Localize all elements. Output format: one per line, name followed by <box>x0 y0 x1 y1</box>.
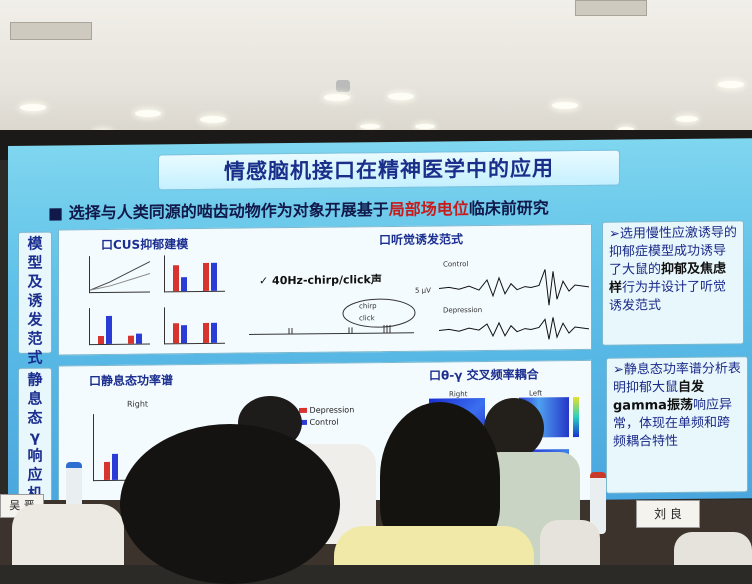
colorbar <box>573 397 579 438</box>
chair-back <box>540 520 600 565</box>
legend-depression: Depression <box>299 405 354 415</box>
subtitle-highlight: 局部场电位 <box>388 199 469 220</box>
stimulus-timeline <box>249 298 416 335</box>
power-note: ➢静息态功率谱分析表明抑郁大鼠自发gamma振荡响应异常，体现在单频和跨频耦合特… <box>607 357 747 454</box>
bar-control <box>112 453 118 480</box>
audience-head <box>120 424 340 584</box>
slide-subtitle: ■ 选择与人类同源的啮齿动物作为对象开展基于局部场电位临床前研究 <box>48 194 549 223</box>
section1-label-box: 模型及诱发范式 <box>18 231 52 367</box>
legend-depression-label: Depression <box>309 405 355 415</box>
subtitle-suffix: 临床前研究 <box>468 198 549 219</box>
mini-plot-d <box>164 306 225 345</box>
ceiling-light <box>20 104 46 111</box>
ceiling-light <box>618 127 634 132</box>
water-bottle <box>66 462 82 508</box>
smoke-detector <box>336 80 350 92</box>
legend-depression-swatch <box>299 407 307 413</box>
bar-depression <box>211 262 217 291</box>
bar-control <box>128 335 134 344</box>
audience-shirt <box>334 526 534 565</box>
section2-label-box: 静息态γ响应机制 <box>18 367 52 507</box>
bar-control <box>98 335 104 345</box>
chair-back <box>674 532 752 565</box>
chair-back <box>12 504 124 565</box>
bar-depression <box>136 333 142 344</box>
ceiling-light <box>200 116 226 123</box>
cfc-title: 口θ-γ 交叉频率耦合 <box>429 367 539 383</box>
chirp-label: chirp <box>359 302 377 311</box>
cus-model-title: 口CUS抑郁建模 <box>101 237 189 253</box>
section1-label: 模型及诱发范式 <box>27 234 43 367</box>
legend-control: Control <box>299 418 338 427</box>
chart-right-label: Right <box>127 399 149 409</box>
wave-scale-label: 5 μV <box>415 286 431 295</box>
ceiling-light <box>324 94 350 101</box>
bar-control <box>173 265 179 292</box>
eeg-waveforms <box>439 269 589 340</box>
power-note-box: ➢静息态功率谱分析表明抑郁大鼠自发gamma振荡响应异常，体现在单频和跨频耦合特… <box>606 356 748 494</box>
mini-plot-c <box>89 307 150 346</box>
bar-depression <box>181 325 187 344</box>
slide-title: 情感脑机接口在精神医学中的应用 <box>224 156 554 184</box>
ceiling-light <box>388 93 414 100</box>
bar-control <box>203 262 209 291</box>
name-card-right-text: 刘 良 <box>654 507 682 521</box>
growth-lines <box>89 261 151 291</box>
ceiling-light <box>360 124 380 129</box>
bar-control <box>173 323 179 344</box>
ceiling-light <box>415 124 435 129</box>
section2-label: 静息态γ响应机制 <box>27 370 43 506</box>
model-panel: 口CUS抑郁建模 口听觉诱发范式 ✓ 40Hz-chirp/click声 <box>58 223 592 356</box>
ceiling-light <box>676 116 698 122</box>
subtitle-prefix: ■ 选择与人类同源的啮齿动物作为对象开展基于 <box>48 200 389 223</box>
click-label: click <box>359 314 375 323</box>
auditory-paradigm-title: 口听觉诱发范式 <box>379 232 464 248</box>
stimulus-label: ✓ 40Hz-chirp/click声 <box>259 273 382 288</box>
ceiling-light <box>135 110 161 117</box>
ceiling <box>0 0 752 140</box>
slide-title-bar: 情感脑机接口在精神医学中的应用 <box>158 149 620 191</box>
ceiling-light <box>718 81 744 88</box>
bar-depression <box>211 322 217 343</box>
bar-depression <box>106 315 112 344</box>
heatmap-right-label: Right <box>449 390 468 399</box>
model-note-box: ➢选用慢性应激诱导的抑郁症模型成功诱导了大鼠的抑郁及焦虑样行为并设计了听觉诱发范… <box>602 220 744 346</box>
ceiling-vent <box>575 0 647 16</box>
power-spectrum-title: 口静息态功率谱 <box>89 373 174 389</box>
heatmap-left-label: Left <box>529 389 543 398</box>
water-bottle <box>590 472 606 534</box>
mini-plot-b <box>164 254 225 293</box>
ceiling-vent <box>10 22 92 40</box>
power-note-a: ➢静息态功率谱分析表明抑郁大鼠 <box>613 361 741 396</box>
bar-depression <box>104 461 110 480</box>
bar-control <box>203 322 209 343</box>
ceiling-light <box>552 102 578 109</box>
legend-control-label: Control <box>309 417 339 427</box>
model-note-b: 行为并设计了听觉诱发范式 <box>609 279 727 314</box>
mini-plot-a <box>89 255 151 294</box>
name-card-right: 刘 良 <box>636 500 700 528</box>
model-note: ➢选用慢性应激诱导的抑郁症模型成功诱导了大鼠的抑郁及焦虑样行为并设计了听觉诱发范… <box>603 221 743 318</box>
bar-depression <box>181 277 187 292</box>
projection-screen: 情感脑机接口在精神医学中的应用 ■ 选择与人类同源的啮齿动物作为对象开展基于局部… <box>8 138 752 507</box>
